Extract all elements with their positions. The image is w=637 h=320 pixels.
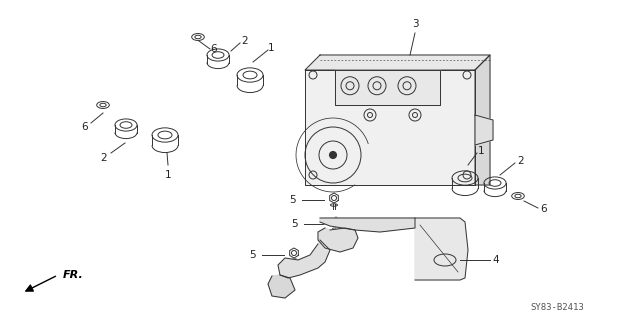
Text: 2: 2: [101, 153, 107, 163]
Text: 1: 1: [478, 146, 485, 156]
Text: 5: 5: [249, 250, 256, 260]
Polygon shape: [278, 240, 330, 278]
Polygon shape: [415, 218, 468, 280]
Text: 1: 1: [268, 43, 275, 53]
Text: 3: 3: [412, 19, 419, 29]
Polygon shape: [305, 70, 475, 185]
Text: 6: 6: [82, 122, 89, 132]
Polygon shape: [318, 228, 358, 252]
Text: 4: 4: [492, 255, 499, 265]
Text: 6: 6: [540, 204, 547, 214]
Text: 2: 2: [241, 36, 248, 46]
Text: 2: 2: [517, 156, 524, 166]
Text: FR.: FR.: [63, 270, 83, 280]
Circle shape: [329, 152, 336, 158]
Polygon shape: [268, 275, 295, 298]
Text: 5: 5: [291, 219, 298, 229]
Polygon shape: [335, 70, 440, 105]
Polygon shape: [305, 55, 490, 70]
Text: 5: 5: [289, 195, 296, 205]
Polygon shape: [475, 55, 490, 185]
Polygon shape: [320, 218, 415, 232]
Text: SY83-B2413: SY83-B2413: [530, 303, 584, 313]
Polygon shape: [475, 115, 493, 145]
Text: 6: 6: [210, 44, 217, 54]
Text: 1: 1: [165, 170, 171, 180]
